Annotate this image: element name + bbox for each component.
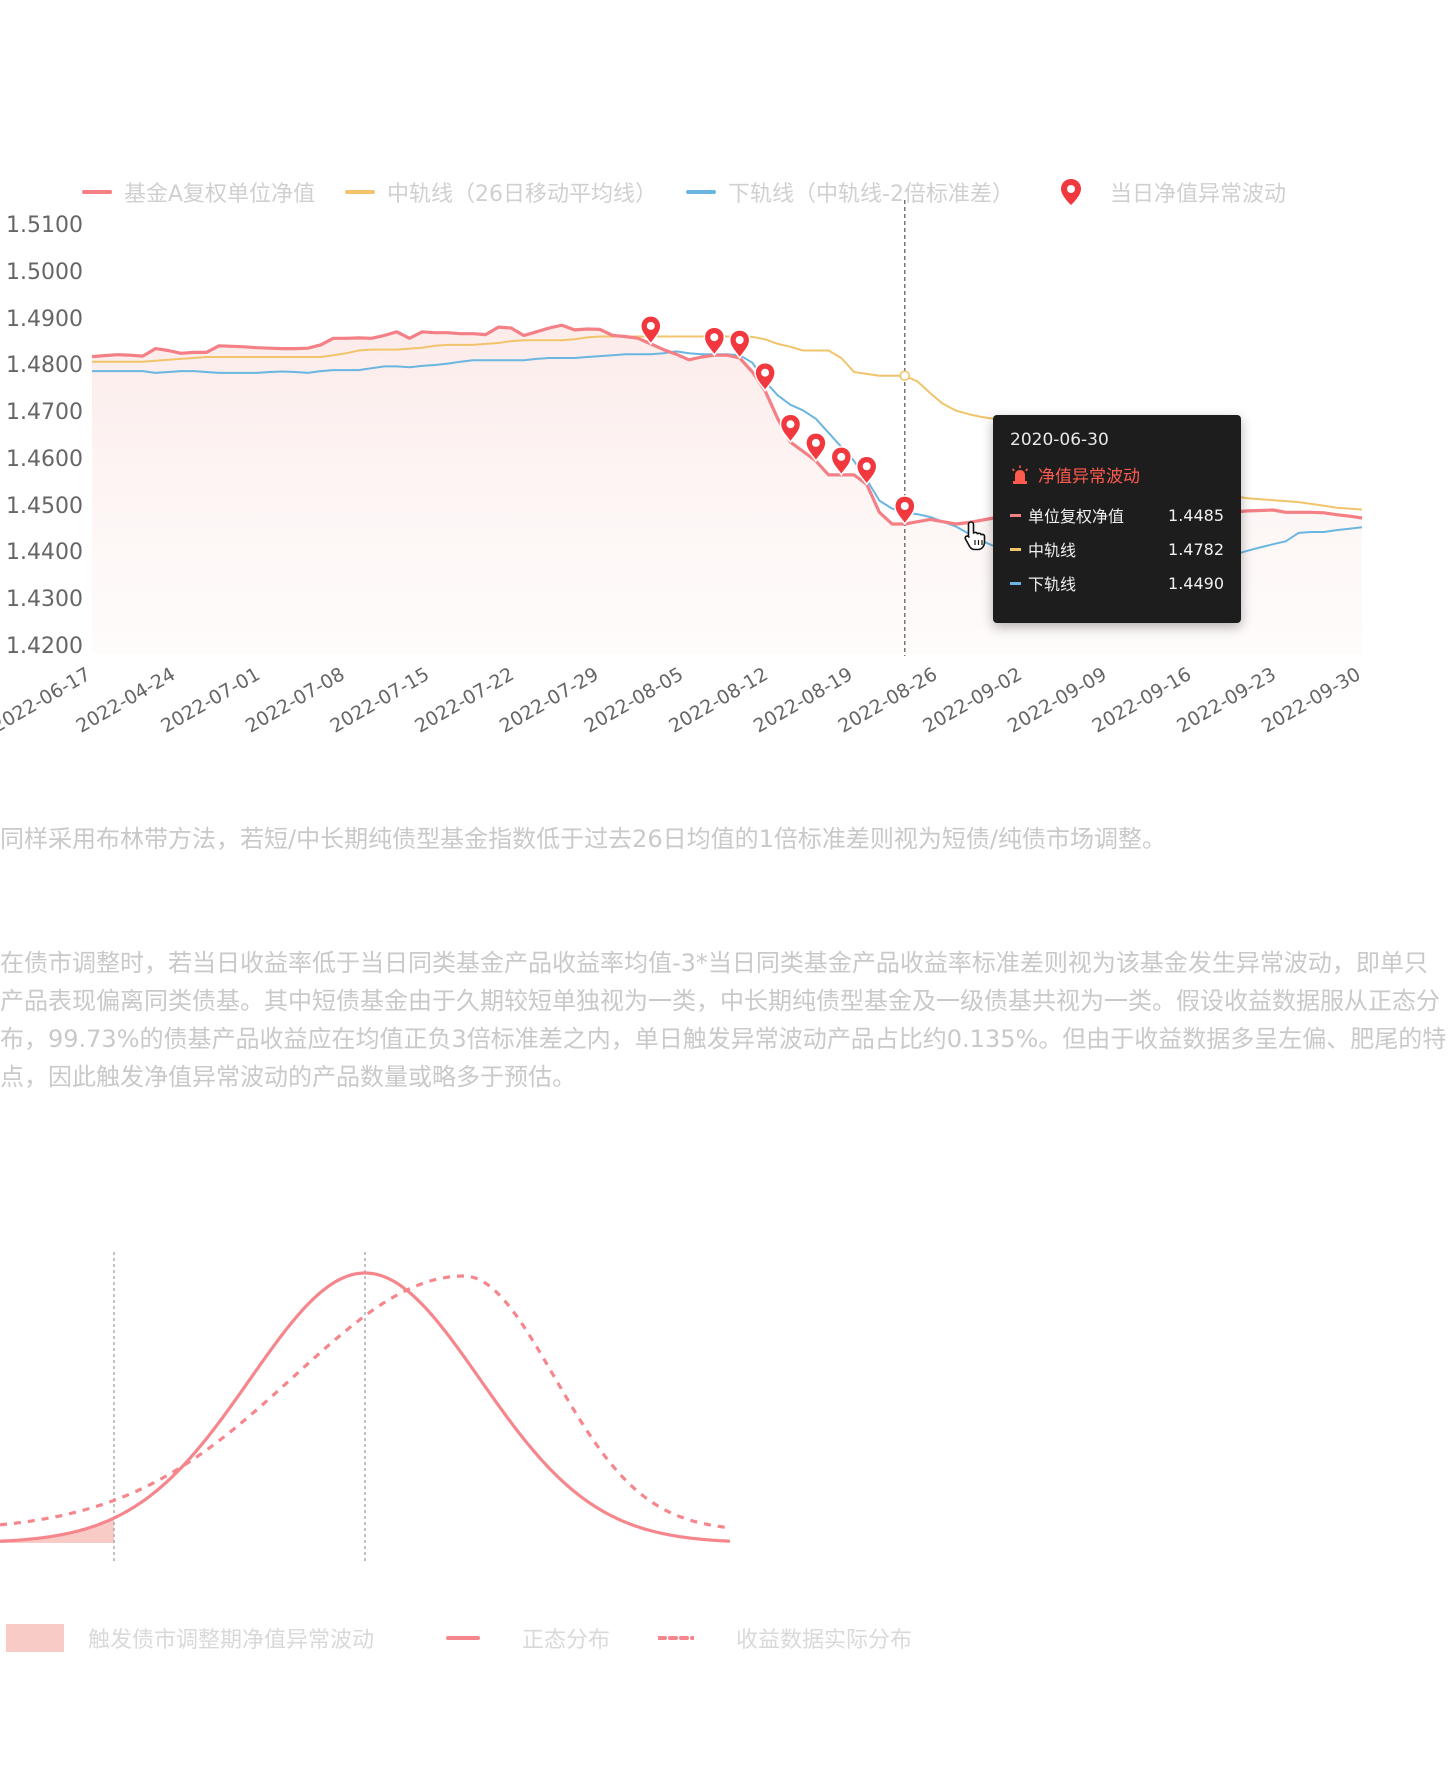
anomaly-pin-icon[interactable] [894, 495, 916, 526]
y-tick-label: 1.4200 [6, 634, 83, 659]
y-tick-label: 1.4900 [6, 306, 83, 332]
legend-label-nav: 基金A复权单位净值 [124, 182, 316, 207]
legend2-item-shaded[interactable]: 触发债市调整期净值异常波动 [6, 1622, 374, 1654]
legend-item-middle-band[interactable]: 中轨线（26日移动平均线） [345, 176, 657, 208]
y-tick-label: 1.5000 [6, 259, 83, 285]
legend-line-middle-band [345, 190, 375, 194]
anomaly-pin-icon[interactable] [855, 455, 878, 486]
distribution-chart [0, 1252, 731, 1563]
legend-item-nav[interactable]: 基金A复权单位净值 [82, 176, 315, 208]
hover-point-middle-band [899, 370, 911, 382]
tooltip-marker-middle-band [1010, 547, 1021, 551]
legend2-label-actual: 收益数据实际分布 [736, 1628, 913, 1653]
map-pin-icon [1061, 179, 1081, 205]
y-tick-label: 1.4700 [6, 400, 83, 426]
tooltip-value-nav: 1.4485 [1168, 505, 1224, 525]
legend-line-lower-band [686, 190, 716, 194]
y-tick-label: 1.4600 [6, 446, 83, 472]
paragraph-method: 同样采用布林带方法，若短/中长期纯债型基金指数低于过去26日均值的1倍标准差则视… [0, 825, 1166, 853]
legend-label-lower-band: 下轨线（中轨线-2倍标准差） [728, 182, 1014, 207]
tooltip-date: 2020-06-30 [1010, 430, 1109, 450]
tooltip-value-middle-band: 1.4782 [1168, 539, 1224, 559]
legend2-item-actual[interactable]: 收益数据实际分布 [658, 1622, 912, 1654]
legend-label-anomaly: 当日净值异常波动 [1110, 182, 1287, 207]
anomaly-pin-icon[interactable] [754, 361, 776, 393]
anomaly-pin-icon[interactable] [830, 446, 853, 477]
legend2-label-shaded: 触发债市调整期净值异常波动 [88, 1628, 375, 1653]
legend-line-nav [82, 190, 112, 194]
legend-item-lower-band[interactable]: 下轨线（中轨线-2倍标准差） [686, 176, 1014, 208]
tooltip-row-middle-band: 中轨线 1.4782 [1010, 537, 1224, 561]
tooltip-label-nav: 单位复权净值 [1028, 507, 1125, 526]
tooltip-row-lower-band: 下轨线 1.4490 [1010, 571, 1224, 595]
legend2-label-normal: 正态分布 [522, 1628, 611, 1653]
tooltip-marker-lower-band [1010, 581, 1021, 585]
normal-distribution-curve [0, 1271, 731, 1543]
tooltip-label-middle-band: 中轨线 [1028, 541, 1077, 560]
legend-item-anomaly[interactable]: 当日净值异常波动 [1060, 176, 1286, 208]
tooltip-alert-label: 净值异常波动 [1038, 467, 1140, 487]
anomaly-pin-icon[interactable] [728, 329, 751, 360]
tooltip-row-nav: 单位复权净值 1.4485 [1010, 503, 1224, 527]
anomaly-pin-icon[interactable] [805, 432, 827, 463]
tooltip-marker-nav [1010, 513, 1021, 517]
y-tick-label: 1.4800 [6, 353, 83, 379]
tooltip-value-lower-band: 1.4490 [1168, 573, 1224, 593]
siren-icon [1011, 465, 1029, 484]
y-tick-label: 1.5100 [6, 213, 83, 238]
shaded-tail-region [0, 1518, 114, 1543]
hand-cursor-icon [964, 521, 986, 551]
y-tick-label: 1.4300 [6, 587, 83, 613]
tooltip-label-lower-band: 下轨线 [1028, 575, 1077, 594]
anomaly-pin-icon[interactable] [779, 413, 802, 444]
legend2-line-normal [446, 1636, 480, 1640]
tooltip-alert: 净值异常波动 [1010, 462, 1140, 487]
y-tick-label: 1.4500 [6, 493, 83, 519]
legend2-swatch-shaded [6, 1624, 64, 1652]
y-tick-label: 1.4400 [6, 540, 83, 566]
tooltip: 2020-06-30 净值异常波动 单位复权净值 1.4485 中轨线 1.47… [993, 415, 1241, 623]
paragraph-definition: 在债市调整时，若当日收益率低于当日同类基金产品收益率均值-3*当日同类基金产品收… [0, 949, 1447, 1091]
legend2-item-normal[interactable]: 正态分布 [446, 1622, 610, 1654]
legend-label-middle-band: 中轨线（26日移动平均线） [387, 182, 657, 207]
anomaly-pin-icon[interactable] [703, 326, 726, 357]
anomaly-pin-icon[interactable] [640, 315, 662, 346]
legend2-line-actual [658, 1636, 694, 1640]
